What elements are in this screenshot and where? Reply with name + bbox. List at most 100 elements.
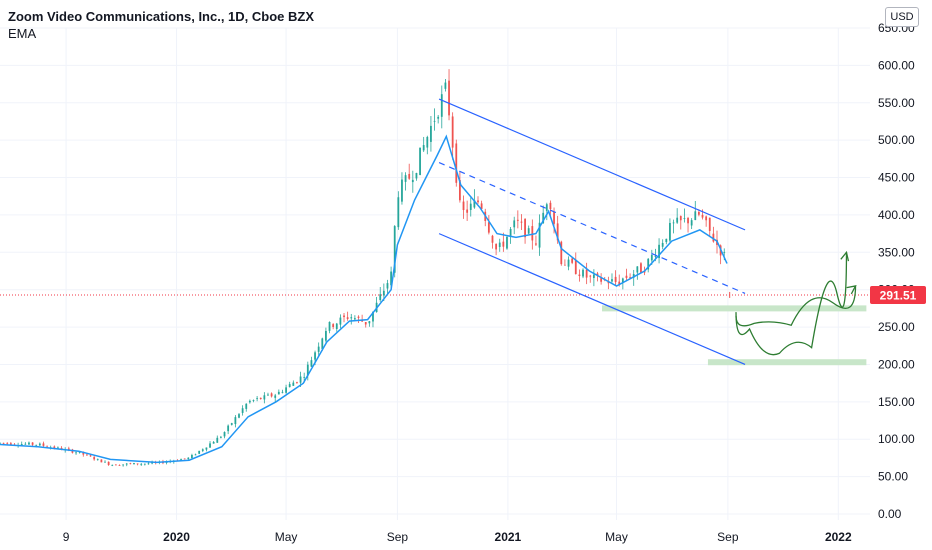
candle (545, 202, 548, 221)
y-tick-label: 50.00 (878, 470, 908, 484)
candle (343, 313, 345, 323)
candle (198, 450, 201, 455)
candle (310, 356, 313, 368)
support-zone[interactable] (602, 305, 867, 312)
candle (451, 112, 454, 160)
candle (498, 238, 501, 252)
candle (647, 258, 650, 273)
mid-channel-line[interactable] (438, 162, 746, 294)
candle (296, 381, 298, 384)
candle (426, 135, 429, 155)
candle (335, 322, 338, 332)
candle (227, 424, 230, 435)
candle (140, 462, 143, 466)
candle (690, 218, 693, 230)
candle (527, 225, 530, 235)
candle (230, 422, 233, 426)
candle (520, 214, 523, 230)
last-price-tag: 291.51 (870, 286, 926, 304)
candle (585, 262, 588, 285)
indicator-label[interactable]: EMA (8, 26, 37, 41)
x-tick-label: Sep (387, 530, 409, 544)
y-tick-label: 500.00 (878, 133, 915, 147)
arrowhead-icon (840, 250, 850, 262)
candle (607, 276, 610, 290)
x-tick-label: 9 (63, 530, 70, 544)
projection-path-shallow[interactable] (735, 285, 857, 327)
candle (238, 412, 240, 419)
candle (672, 219, 675, 234)
candle (339, 314, 342, 329)
candle (502, 232, 505, 252)
last-price-label: 291.51 (880, 289, 917, 303)
candle (248, 399, 251, 404)
lower-channel-line[interactable] (438, 233, 746, 366)
candle (433, 108, 436, 131)
candle (133, 462, 135, 465)
candle (252, 399, 255, 403)
currency-button[interactable]: USD (885, 7, 919, 27)
y-tick-label: 100.00 (878, 432, 915, 446)
candle (270, 392, 273, 398)
candle (567, 256, 570, 271)
candle (466, 200, 469, 221)
time-axis: 9 2020 May Sep 2021 May Sep 2022 (63, 530, 852, 544)
candle (107, 461, 110, 466)
candle (219, 435, 222, 439)
candle (676, 208, 679, 224)
symbol-title: Zoom Video Communications, Inc., 1D, Cbo… (8, 9, 315, 24)
candle (444, 79, 447, 92)
candle (28, 441, 30, 446)
candle (524, 218, 526, 244)
x-tick-label: 2021 (495, 530, 522, 544)
candle (411, 170, 414, 193)
candle (285, 384, 287, 394)
candle (513, 216, 516, 235)
projection-path-deep[interactable] (735, 252, 848, 356)
y-tick-label: 150.00 (878, 395, 915, 409)
candle (361, 314, 364, 322)
candle (191, 453, 193, 459)
candle (632, 269, 635, 286)
candle (136, 463, 139, 466)
candle (589, 274, 592, 283)
candle (205, 447, 208, 452)
candle (111, 464, 114, 467)
candle (437, 114, 440, 124)
candle (277, 389, 280, 395)
candle (212, 440, 215, 444)
candle (506, 236, 508, 250)
candle (125, 462, 128, 467)
candle (386, 279, 389, 296)
y-tick-label: 250.00 (878, 320, 915, 334)
candle (560, 240, 563, 266)
upper-channel-line[interactable] (438, 98, 746, 231)
candle (267, 392, 269, 396)
y-tick-label: 450.00 (878, 171, 915, 185)
candle (422, 136, 425, 152)
candle (491, 234, 494, 249)
candle (96, 458, 99, 461)
candle (636, 266, 639, 280)
y-tick-label: 400.00 (878, 208, 915, 222)
candle (0, 442, 1, 444)
candle (592, 269, 595, 287)
candle (640, 262, 642, 273)
candle (462, 195, 465, 219)
candle (658, 238, 660, 264)
candle (415, 172, 418, 181)
candle (625, 268, 628, 282)
candle (535, 235, 537, 246)
candle (621, 277, 624, 290)
x-tick-label: 2022 (825, 530, 852, 544)
candle (234, 415, 237, 428)
candle (614, 270, 617, 286)
candle (379, 286, 382, 302)
x-tick-label: Sep (717, 530, 739, 544)
support-zone[interactable] (707, 359, 867, 366)
candle (509, 226, 512, 244)
candle (259, 397, 262, 400)
candle (201, 448, 204, 453)
candle (332, 323, 335, 330)
